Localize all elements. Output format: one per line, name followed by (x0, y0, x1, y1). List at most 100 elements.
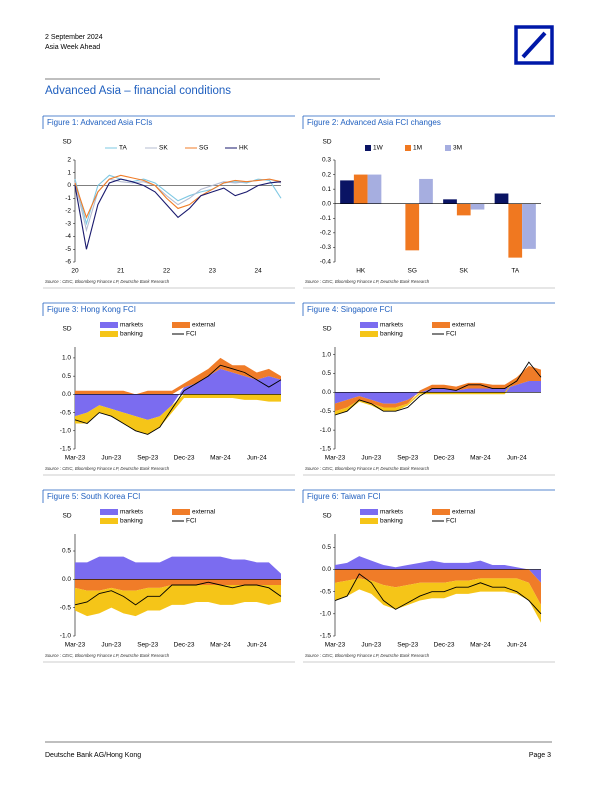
legend-swatch (405, 145, 411, 151)
legend-label: markets (380, 509, 404, 516)
bar (405, 203, 420, 251)
legend-label: 3M (453, 145, 462, 152)
bar (470, 203, 485, 210)
y-tick-label: -4 (65, 233, 71, 240)
x-tick-label: 20 (71, 268, 79, 275)
y-tick-label: 0.0 (322, 200, 331, 207)
x-tick-label: 23 (209, 268, 217, 275)
x-tick-label: Jun-23 (361, 455, 381, 462)
x-tick-label: SK (459, 268, 468, 275)
x-tick-label: Dec-23 (434, 455, 455, 462)
legend-label: 1W (373, 145, 384, 152)
y-tick-label: 0.3 (322, 157, 331, 164)
figure-title: Figure 5: South Korea FCI (47, 492, 140, 501)
legend-swatch (360, 322, 378, 328)
bar (353, 174, 368, 204)
logo (514, 25, 554, 65)
legend-label: external (452, 509, 476, 516)
x-tick-label: Jun-24 (247, 642, 267, 649)
x-tick-label: Mar-23 (325, 642, 346, 649)
legend-label: HK (239, 145, 249, 152)
x-tick-label: Jun-23 (101, 455, 121, 462)
x-tick-label: Dec-23 (174, 455, 195, 462)
report-date: 2 September 2024 (45, 34, 103, 41)
y-tick-label: -1.0 (320, 427, 332, 434)
source: Source : CEIC, Bloomberg Finance LP, Deu… (45, 653, 170, 658)
x-tick-label: Dec-23 (434, 642, 455, 649)
y-tick-label: -0.5 (320, 588, 332, 595)
legend-swatch (100, 518, 118, 524)
legend-label: TA (119, 145, 127, 152)
y-tick-label: -0.5 (320, 408, 332, 415)
y-tick-label: -0.4 (320, 259, 332, 266)
y-axis-label: SD (322, 513, 331, 520)
series-line (334, 361, 542, 416)
legend-label: banking (380, 518, 403, 525)
y-tick-label: -5 (65, 246, 71, 253)
x-tick-label: 24 (254, 268, 262, 275)
y-tick-label: -0.2 (320, 230, 332, 237)
x-tick-label: Mar-24 (210, 642, 231, 649)
stacked-area (75, 585, 281, 617)
x-tick-label: TA (511, 268, 519, 275)
legend-label: markets (120, 322, 144, 329)
source: Source : CEIC, Bloomberg Finance LP, Deu… (45, 279, 170, 284)
x-tick-label: Sep-23 (137, 642, 158, 649)
y-axis-label: SD (62, 513, 71, 520)
x-tick-label: Jun-23 (361, 642, 381, 649)
bar (443, 199, 457, 204)
y-tick-label: 0.0 (322, 389, 331, 396)
legend-label: 1M (413, 145, 422, 152)
y-axis-label: SD (62, 326, 71, 333)
page-number: Page 3 (529, 752, 551, 759)
series-line (74, 174, 282, 219)
x-tick-label: Mar-23 (325, 455, 346, 462)
y-tick-label: 0.5 (62, 548, 71, 555)
legend-label: FCI (446, 518, 457, 525)
y-tick-label: 1 (67, 169, 71, 176)
y-tick-label: -1.0 (60, 633, 72, 640)
x-tick-label: Dec-23 (174, 642, 195, 649)
bar (419, 178, 433, 204)
source: Source : CEIC, Bloomberg Finance LP, Deu… (305, 466, 430, 471)
series-line (74, 178, 282, 233)
legend-swatch (172, 322, 190, 328)
x-tick-label: Mar-24 (470, 455, 491, 462)
legend-label: banking (120, 331, 143, 338)
figure-title: Figure 2: Advanced Asia FCI changes (307, 118, 441, 127)
y-tick-label: 0.1 (322, 186, 331, 193)
y-axis-label: SD (62, 139, 71, 146)
legend-label: banking (380, 331, 403, 338)
y-tick-label: -0.5 (60, 409, 72, 416)
figure-title: Figure 1: Advanced Asia FCIs (47, 118, 152, 127)
bar (367, 174, 382, 204)
y-tick-label: -6 (65, 259, 71, 266)
publication: Asia Week Ahead (45, 44, 100, 51)
y-tick-label: -1.0 (60, 428, 72, 435)
bar (522, 203, 536, 249)
legend-swatch (432, 509, 450, 515)
figure-title: Figure 3: Hong Kong FCI (47, 305, 136, 314)
legend-label: SK (159, 145, 168, 152)
y-tick-label: -1.0 (320, 611, 332, 618)
y-tick-label: -0.5 (60, 604, 72, 611)
stacked-area (75, 357, 281, 395)
x-tick-label: Mar-24 (210, 455, 231, 462)
y-tick-label: 2 (67, 157, 71, 164)
y-tick-label: 0.2 (322, 171, 331, 178)
x-tick-label: Sep-23 (397, 455, 418, 462)
y-tick-label: 1.0 (322, 351, 331, 358)
footer-text: Deutsche Bank AG/Hong Kong (45, 752, 141, 759)
legend-label: external (452, 322, 476, 329)
legend-label: banking (120, 518, 143, 525)
legend-label: FCI (186, 518, 197, 525)
legend-swatch (360, 518, 378, 524)
x-tick-label: Jun-24 (247, 455, 267, 462)
bar (494, 193, 509, 204)
x-tick-label: 22 (163, 268, 171, 275)
x-tick-label: Mar-23 (65, 455, 86, 462)
y-tick-label: 0 (67, 182, 71, 189)
legend-swatch (365, 145, 371, 151)
bar (340, 180, 354, 204)
